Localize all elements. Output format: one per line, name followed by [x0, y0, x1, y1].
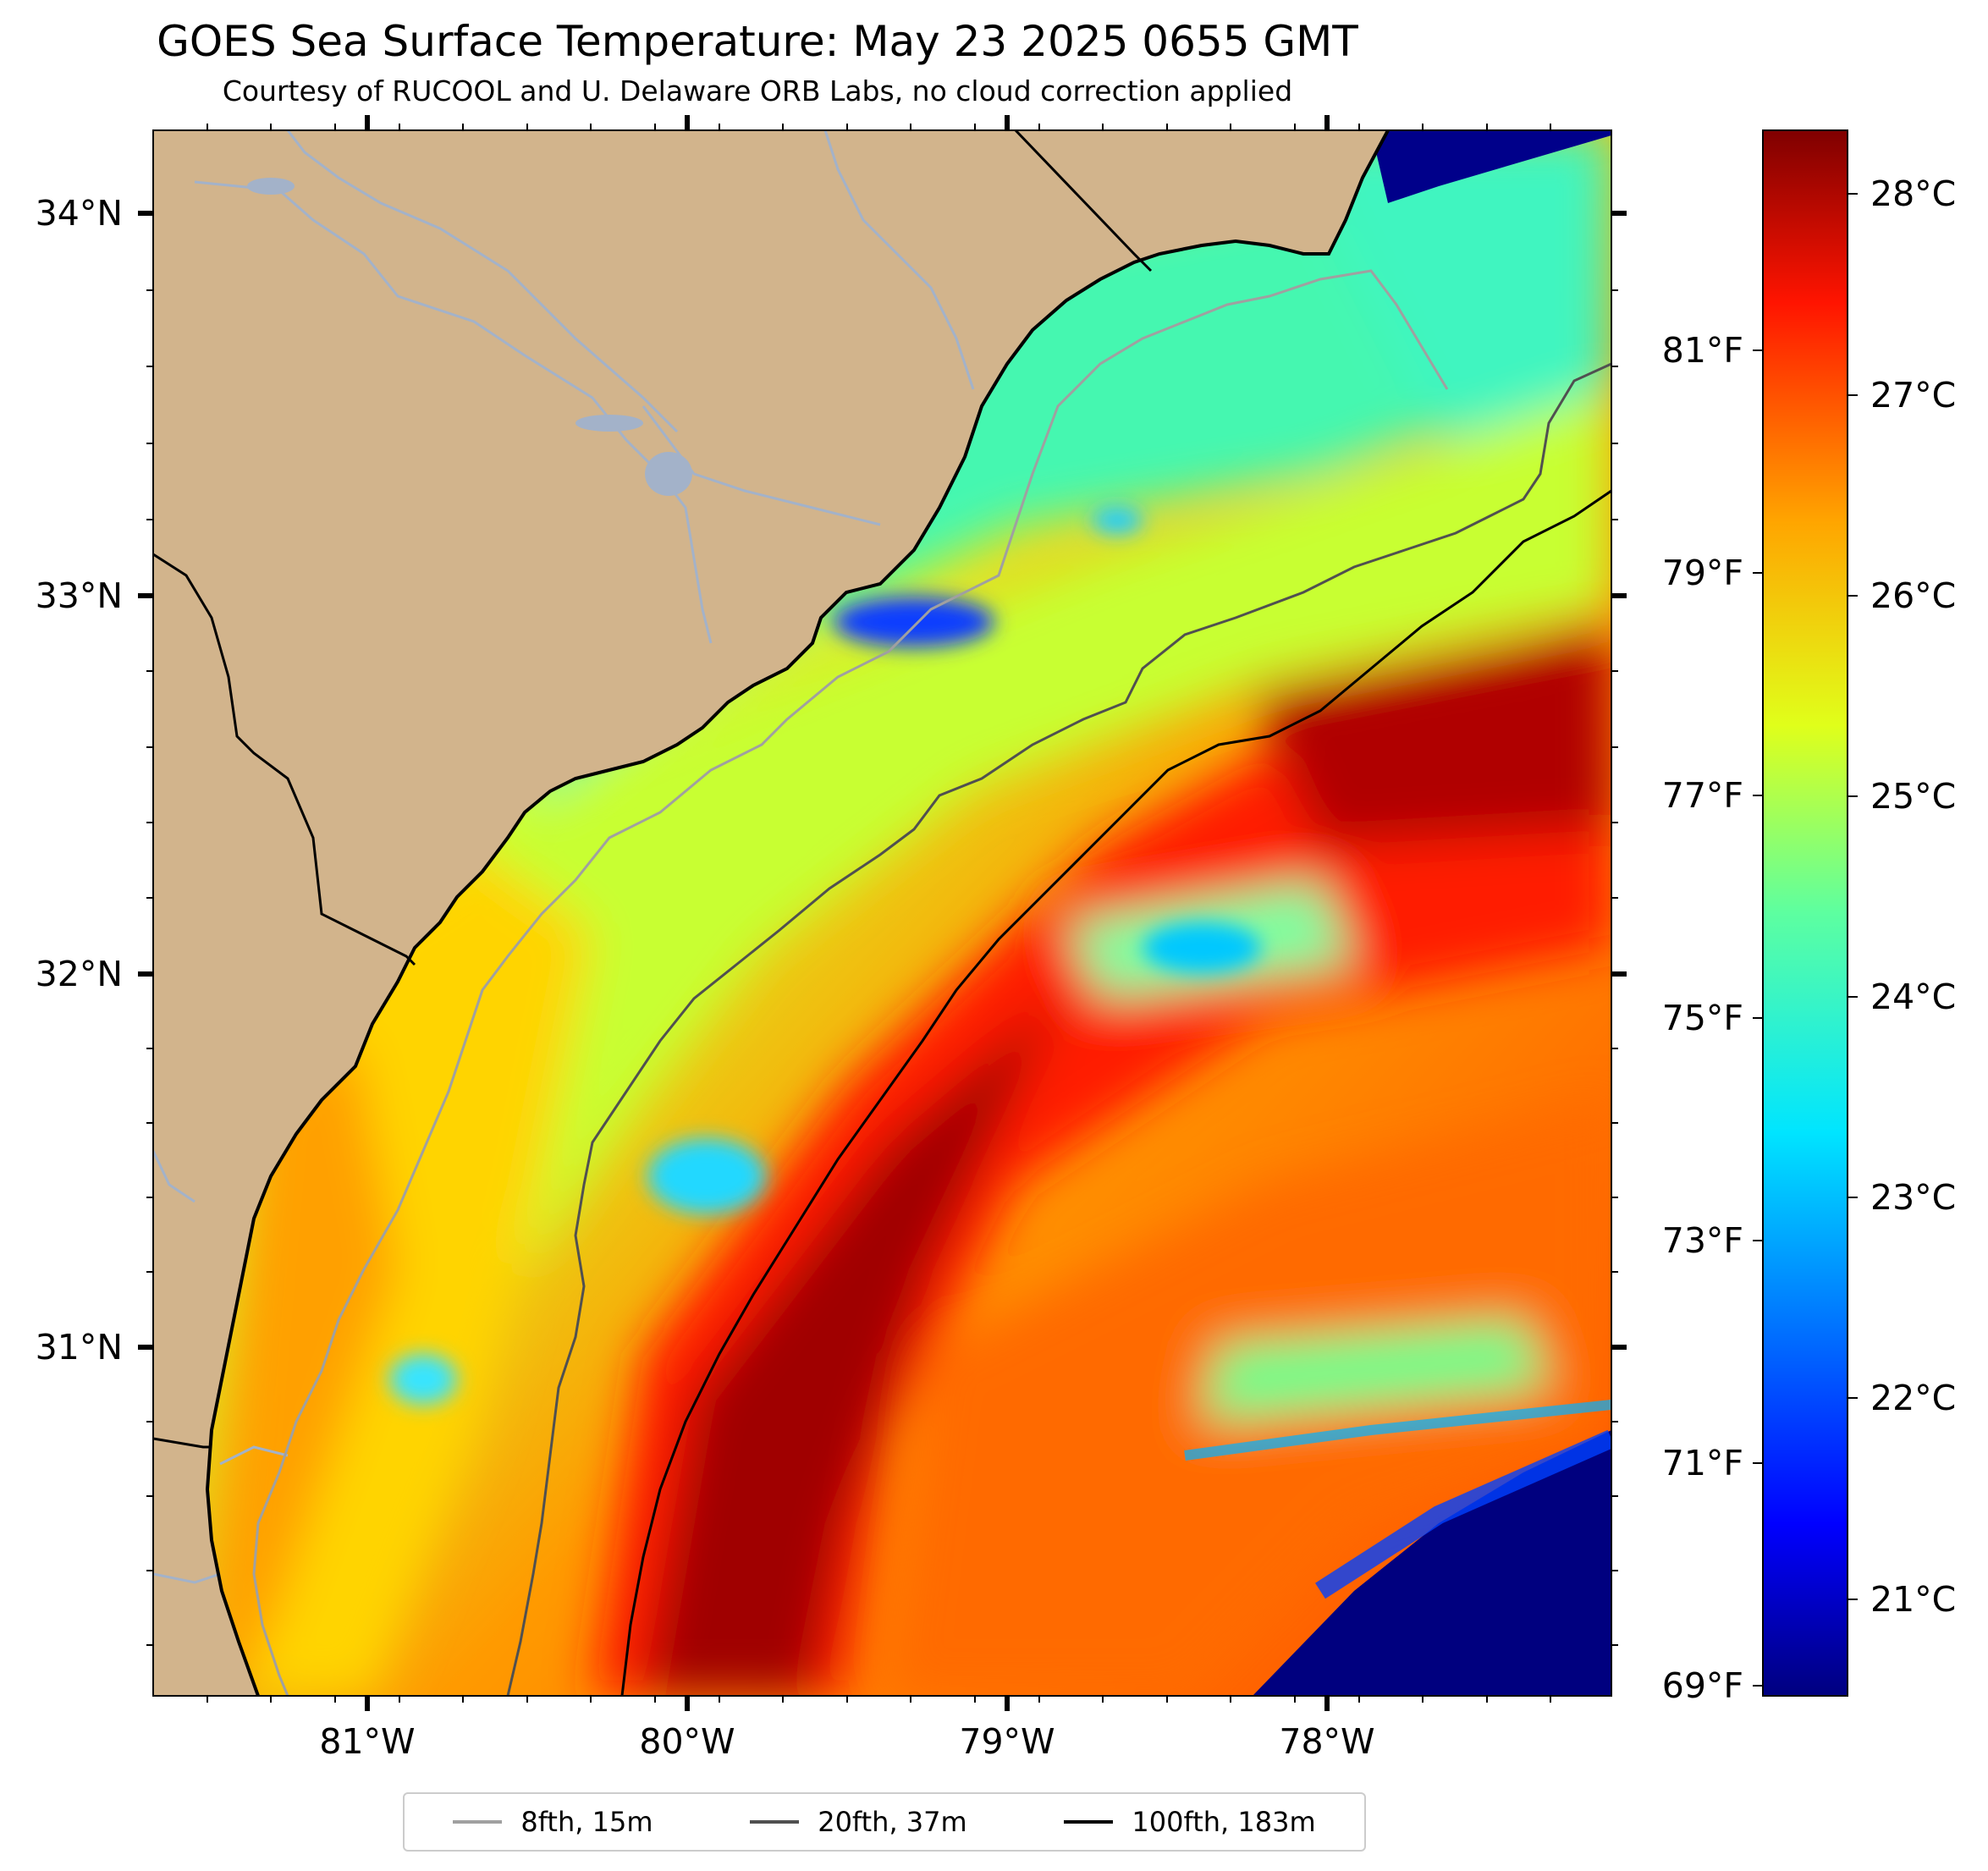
coastline: [205, 130, 1390, 1696]
lat-label: 32°N: [36, 954, 123, 994]
colorbar-celsius-label: 23°C: [1870, 1177, 1956, 1218]
colorbar-celsius-label: 24°C: [1870, 977, 1956, 1017]
colorbar-fahrenheit-label: 73°F: [1662, 1220, 1743, 1261]
lat-label: 31°N: [36, 1327, 123, 1367]
land: [153, 130, 1388, 1696]
legend-item-100fth: 100fth, 183m: [1064, 1806, 1316, 1838]
map-title: GOES Sea Surface Temperature: May 23 202…: [157, 17, 1358, 66]
colorbar-celsius-label: 26°C: [1870, 575, 1956, 616]
isobath-legend: 8fth, 15m 20fth, 37m 100fth, 183m: [403, 1792, 1366, 1852]
colorbar-celsius-label: 25°C: [1870, 776, 1956, 817]
colorbar-fahrenheit-label: 81°F: [1662, 330, 1743, 371]
isobath-8fth: [252, 269, 1449, 1696]
legend-line-icon: [453, 1820, 503, 1824]
map-subtitle: Courtesy of RUCOOL and U. Delaware ORB L…: [222, 74, 1293, 107]
map-frame: [152, 129, 1612, 1697]
colorbar-celsius-label: 22°C: [1870, 1378, 1956, 1418]
lon-label: 81°W: [319, 1721, 415, 1762]
cold-water-region: [1253, 1430, 1611, 1696]
lat-label: 33°N: [36, 575, 123, 616]
colorbar-fahrenheit-label: 77°F: [1662, 775, 1743, 816]
lat-label: 34°N: [36, 193, 123, 234]
rivers: [153, 130, 975, 1584]
legend-line-icon: [750, 1820, 800, 1824]
colorbar-fahrenheit-label: 79°F: [1662, 553, 1743, 593]
colorbar-celsius-label: 28°C: [1870, 173, 1956, 214]
legend-item-8fth: 8fth, 15m: [453, 1806, 653, 1838]
colorbar-fahrenheit-label: 69°F: [1662, 1665, 1743, 1706]
legend-line-icon: [1064, 1820, 1114, 1824]
colorbar-celsius-label: 21°C: [1870, 1579, 1956, 1620]
legend-label: 100fth, 183m: [1132, 1806, 1316, 1838]
lat-major-ticks: [138, 211, 1627, 1350]
legend-label: 20fth, 37m: [818, 1806, 967, 1838]
minor-ticks: [146, 124, 1618, 1703]
isobath-20fth: [506, 362, 1611, 1696]
legend-item-20fth: 20fth, 37m: [750, 1806, 967, 1838]
sst-patches: [203, 130, 1611, 1696]
colorbar-fahrenheit-label: 75°F: [1662, 998, 1743, 1038]
lon-label: 79°W: [959, 1721, 1055, 1762]
colorbar-celsius-label: 27°C: [1870, 375, 1956, 415]
map-area: [153, 130, 1611, 1696]
lon-label: 78°W: [1279, 1721, 1374, 1762]
colorbar-fahrenheit-label: 71°F: [1662, 1443, 1743, 1483]
isobath-100fth: [620, 489, 1611, 1696]
colorbar: [1762, 129, 1848, 1697]
lon-label: 80°W: [639, 1721, 735, 1762]
colorbar-ticks: [1753, 193, 1858, 1687]
legend-label: 8fth, 15m: [520, 1806, 653, 1838]
lon-major-ticks: [365, 115, 1330, 1711]
